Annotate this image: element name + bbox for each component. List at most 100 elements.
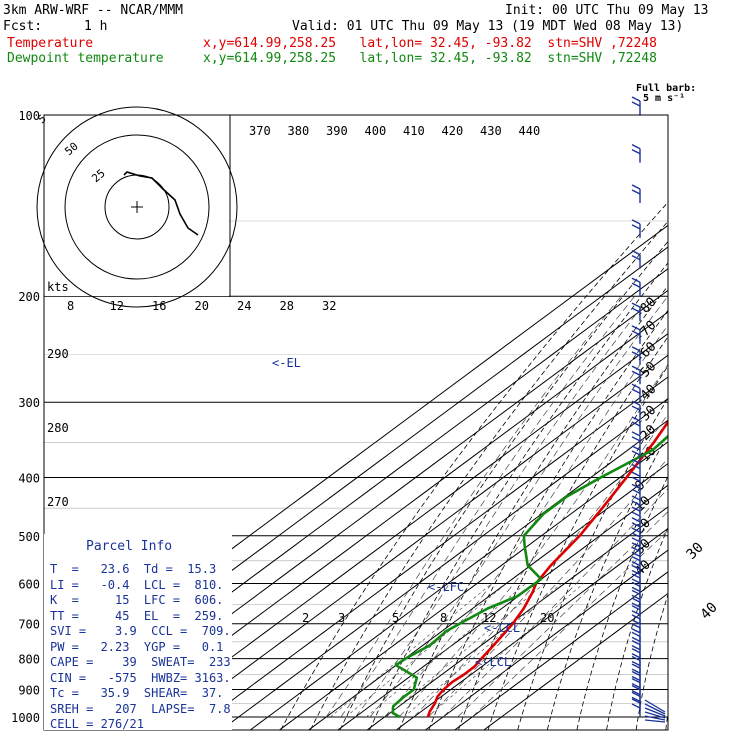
mixing-ratio-label: 24 bbox=[237, 299, 251, 313]
wind-barb bbox=[631, 670, 641, 677]
wind-barb bbox=[631, 421, 641, 427]
wind-barb bbox=[631, 594, 641, 600]
wind-barb bbox=[631, 555, 641, 562]
wind-barb bbox=[631, 614, 641, 620]
wind-barb bbox=[631, 560, 641, 567]
pressure-tick-label: 500 bbox=[18, 530, 40, 544]
wind-barb bbox=[631, 619, 641, 625]
parcel-row: SREH = 207 LAPSE= 7.8 bbox=[50, 701, 231, 716]
hodograph-ring bbox=[36, 106, 238, 308]
theta-label: 290 bbox=[47, 347, 69, 361]
dry-adiabat bbox=[369, 262, 668, 730]
wind-barb bbox=[631, 346, 641, 352]
wind-barb bbox=[631, 581, 641, 587]
dry-adiabat bbox=[517, 397, 668, 730]
parcel-row: SVI = 3.9 CCL = 709. bbox=[50, 624, 231, 638]
wind-barb bbox=[631, 351, 641, 357]
isotherm-line bbox=[221, 397, 668, 730]
wind-barb bbox=[644, 703, 666, 715]
dry-adiabat bbox=[458, 336, 668, 730]
profile-layer bbox=[391, 419, 668, 719]
parcel-row: Tc = 35.9 SHEAR= 37. bbox=[50, 686, 224, 700]
temperature-profile bbox=[426, 419, 668, 718]
wind-barb bbox=[631, 542, 641, 548]
pressure-tick-label: 900 bbox=[18, 683, 40, 697]
pressure-tick-label: 1000 bbox=[11, 711, 40, 725]
wind-barb bbox=[631, 500, 641, 506]
temperature-legend: Temperature bbox=[7, 36, 94, 51]
wind-barb bbox=[631, 488, 641, 494]
wind-barb bbox=[631, 668, 641, 674]
wind-barb bbox=[631, 436, 641, 442]
isotherm-line bbox=[454, 571, 668, 730]
wind-barb bbox=[631, 405, 641, 411]
wind-barb bbox=[631, 691, 641, 698]
isotherm-line bbox=[483, 592, 668, 730]
theta-label: 270 bbox=[47, 495, 69, 509]
wind-barb bbox=[631, 476, 641, 482]
wind-barb bbox=[631, 677, 641, 684]
wind-barb bbox=[631, 573, 641, 579]
model-title: 3km ARW-WRF -- NCAR/MMM bbox=[3, 3, 184, 18]
wind-barb bbox=[631, 506, 641, 512]
wind-barb bbox=[631, 517, 641, 523]
wind-barb bbox=[631, 602, 641, 608]
wind-barb bbox=[631, 224, 641, 230]
dry-adiabat bbox=[339, 240, 668, 730]
theta-label: 430 bbox=[480, 124, 502, 138]
pressure-tick-label: 800 bbox=[18, 653, 40, 667]
wind-barb bbox=[631, 663, 641, 669]
parcel-row: TT = 45 EL = 259. bbox=[50, 608, 224, 623]
wind-barb bbox=[631, 597, 641, 603]
pressure-tick-label: 200 bbox=[18, 290, 40, 304]
wind-barb bbox=[631, 623, 641, 629]
moist-adiabat bbox=[413, 413, 668, 718]
wind-barb bbox=[631, 400, 641, 406]
wind-barb bbox=[631, 431, 641, 437]
moist-adiabat bbox=[457, 511, 668, 718]
wind-barb bbox=[631, 645, 641, 651]
wind-barb bbox=[631, 682, 641, 689]
wind-barb bbox=[631, 307, 641, 313]
pressure-tick-label: 300 bbox=[18, 396, 40, 410]
annotation-layer: <-EL <-LFC <-CCL <-LCL bbox=[272, 356, 520, 669]
wind-barb bbox=[631, 589, 641, 595]
isotherm-line bbox=[250, 419, 668, 730]
dry-adiabat bbox=[310, 220, 668, 730]
wind-barb bbox=[631, 365, 641, 371]
dry-adiabat bbox=[665, 709, 668, 730]
pressure-tick-label: 600 bbox=[18, 577, 40, 591]
parcel-row: PW = 2.23 YGP = 0.1 bbox=[50, 639, 224, 654]
wind-barb bbox=[631, 282, 641, 288]
isotherm-line bbox=[279, 441, 668, 730]
wind-barb bbox=[631, 219, 641, 225]
wind-barb bbox=[631, 277, 641, 283]
dry-adiabat bbox=[635, 593, 668, 730]
wind-barb bbox=[631, 660, 641, 667]
dry-adiabat bbox=[428, 309, 668, 730]
forecast-value: 1 h bbox=[84, 19, 108, 34]
parcel-row: K = 15 LFC = 606. bbox=[50, 593, 224, 607]
wind-barb bbox=[631, 96, 641, 102]
temperature-tick-label: 30 bbox=[684, 540, 707, 563]
isotherm-line bbox=[425, 549, 668, 730]
dewpoint-location-info: x,y=614.99,258.25 lat,lon= 32.45, -93.82… bbox=[203, 51, 657, 66]
hodograph-trace bbox=[123, 171, 199, 236]
parcel-row: CIN = -575 HWBZ= 3163. bbox=[50, 670, 231, 685]
dry-adiabat bbox=[546, 433, 668, 730]
wind-barb-column bbox=[631, 96, 666, 723]
wind-barb bbox=[631, 675, 641, 682]
mixing-ratio-label: 28 bbox=[280, 299, 294, 313]
theta-label: 440 bbox=[519, 124, 541, 138]
wind-barb bbox=[631, 527, 641, 533]
wind-barb bbox=[631, 370, 641, 376]
mixing-ratio-line bbox=[427, 583, 584, 718]
wind-barb bbox=[631, 511, 641, 517]
wind-barb bbox=[631, 458, 641, 465]
wind-barb bbox=[631, 330, 641, 336]
parcel-row: CELL = 276/21 bbox=[50, 717, 144, 731]
parcel-row: T = 23.6 Td = 15.3 bbox=[50, 562, 217, 576]
parcel-info-title: Parcel Info bbox=[86, 539, 173, 554]
theta-label: 380 bbox=[288, 124, 310, 138]
